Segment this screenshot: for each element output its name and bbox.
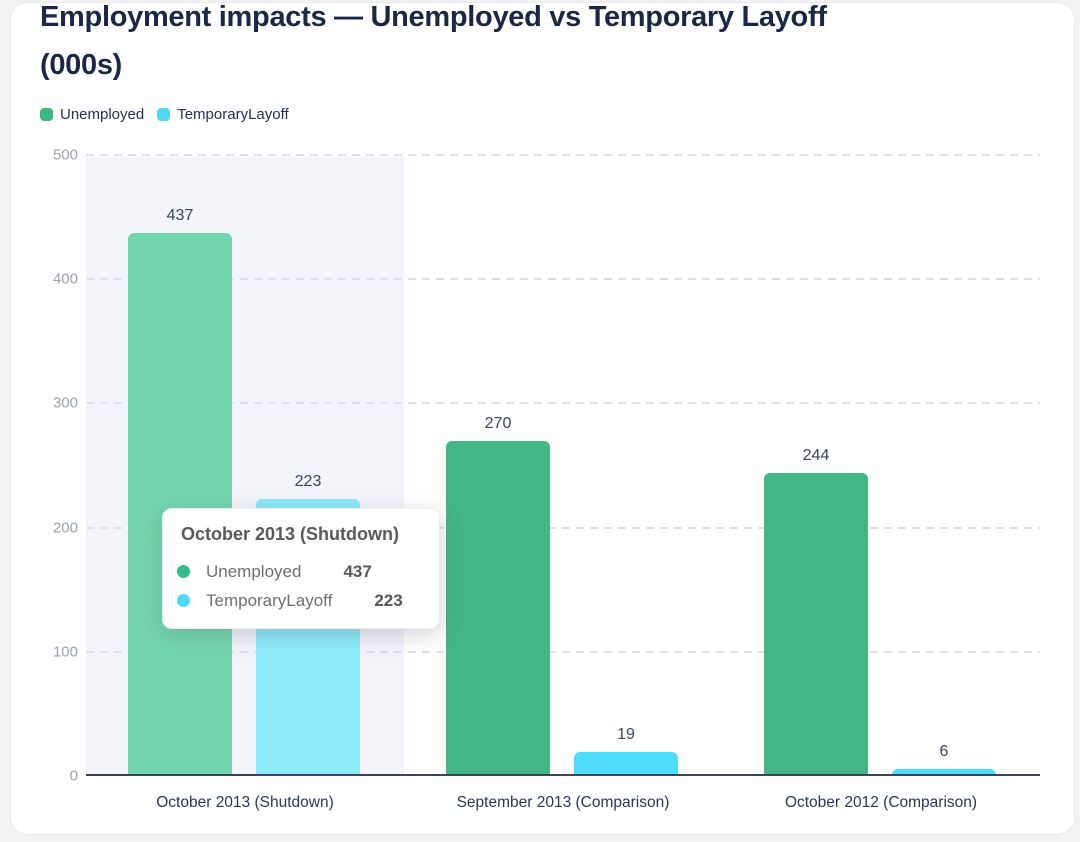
x-axis-category-label: September 2013 (Comparison) <box>456 794 670 811</box>
bar-value-label: 223 <box>294 473 322 491</box>
tooltip-title: October 2013 (Shutdown) <box>181 524 400 544</box>
y-axis-tick-label: 300 <box>52 394 78 412</box>
bar-value-label: 437 <box>166 207 194 225</box>
chart-legend: Unemployed TemporaryLayoff <box>40 106 289 123</box>
tooltip-row-temporarylayoff: TemporaryLayoff 223 <box>177 586 421 615</box>
legend-swatch-unemployed <box>40 108 53 121</box>
y-axis-tick-label: 500 <box>52 146 78 164</box>
legend-item-temporarylayoff[interactable]: TemporaryLayoff <box>157 106 289 123</box>
chart-title: Employment impacts — Unemployed vs Tempo… <box>40 0 1030 89</box>
chart-tooltip: October 2013 (Shutdown) Unemployed 437 T… <box>162 508 440 629</box>
tooltip-series-label: TemporaryLayoff <box>206 590 333 610</box>
tooltip-row-unemployed: Unemployed 437 <box>177 557 421 586</box>
legend-item-unemployed[interactable]: Unemployed <box>40 106 144 123</box>
bar-unemployed-2[interactable] <box>764 472 868 776</box>
legend-swatch-temporarylayoff <box>157 108 171 121</box>
chart-title-line2: (000s) <box>40 49 123 81</box>
bar-value-label: 19 <box>617 726 635 744</box>
bar-value-label: 270 <box>484 414 512 432</box>
chart-title-line1: Employment impacts — Unemployed vs Tempo… <box>40 1 827 33</box>
y-gridline <box>86 154 1040 156</box>
x-axis-category-label: October 2013 (Shutdown) <box>156 794 334 811</box>
y-axis-tick-label: 100 <box>52 643 78 661</box>
legend-label-temporarylayoff: TemporaryLayoff <box>177 106 289 123</box>
x-axis-line <box>86 774 1040 776</box>
y-axis-tick-label: 200 <box>52 519 78 537</box>
bar-unemployed-0[interactable] <box>128 233 232 776</box>
legend-label-unemployed: Unemployed <box>60 106 145 123</box>
bar-temporarylayoff-1[interactable] <box>574 752 678 776</box>
y-gridline <box>86 402 1040 405</box>
tooltip-series-value: 437 <box>343 561 372 581</box>
y-gridline <box>86 650 1040 653</box>
y-axis-tick-label: 0 <box>69 767 78 785</box>
y-gridline <box>86 278 1040 281</box>
tooltip-series-value: 223 <box>374 590 403 610</box>
x-axis-category-label: October 2012 (Comparison) <box>784 794 978 811</box>
y-axis-tick-label: 400 <box>52 270 78 288</box>
bar-unemployed-1[interactable] <box>446 440 550 776</box>
series-dot-unemployed <box>177 565 190 578</box>
series-dot-temporarylayoff <box>177 594 190 607</box>
y-gridline <box>86 526 1040 529</box>
bar-value-label: 244 <box>802 446 830 464</box>
tooltip-series-label: Unemployed <box>206 561 302 581</box>
bar-value-label: 6 <box>939 742 949 760</box>
bar-temporarylayoff-2[interactable] <box>892 768 996 776</box>
